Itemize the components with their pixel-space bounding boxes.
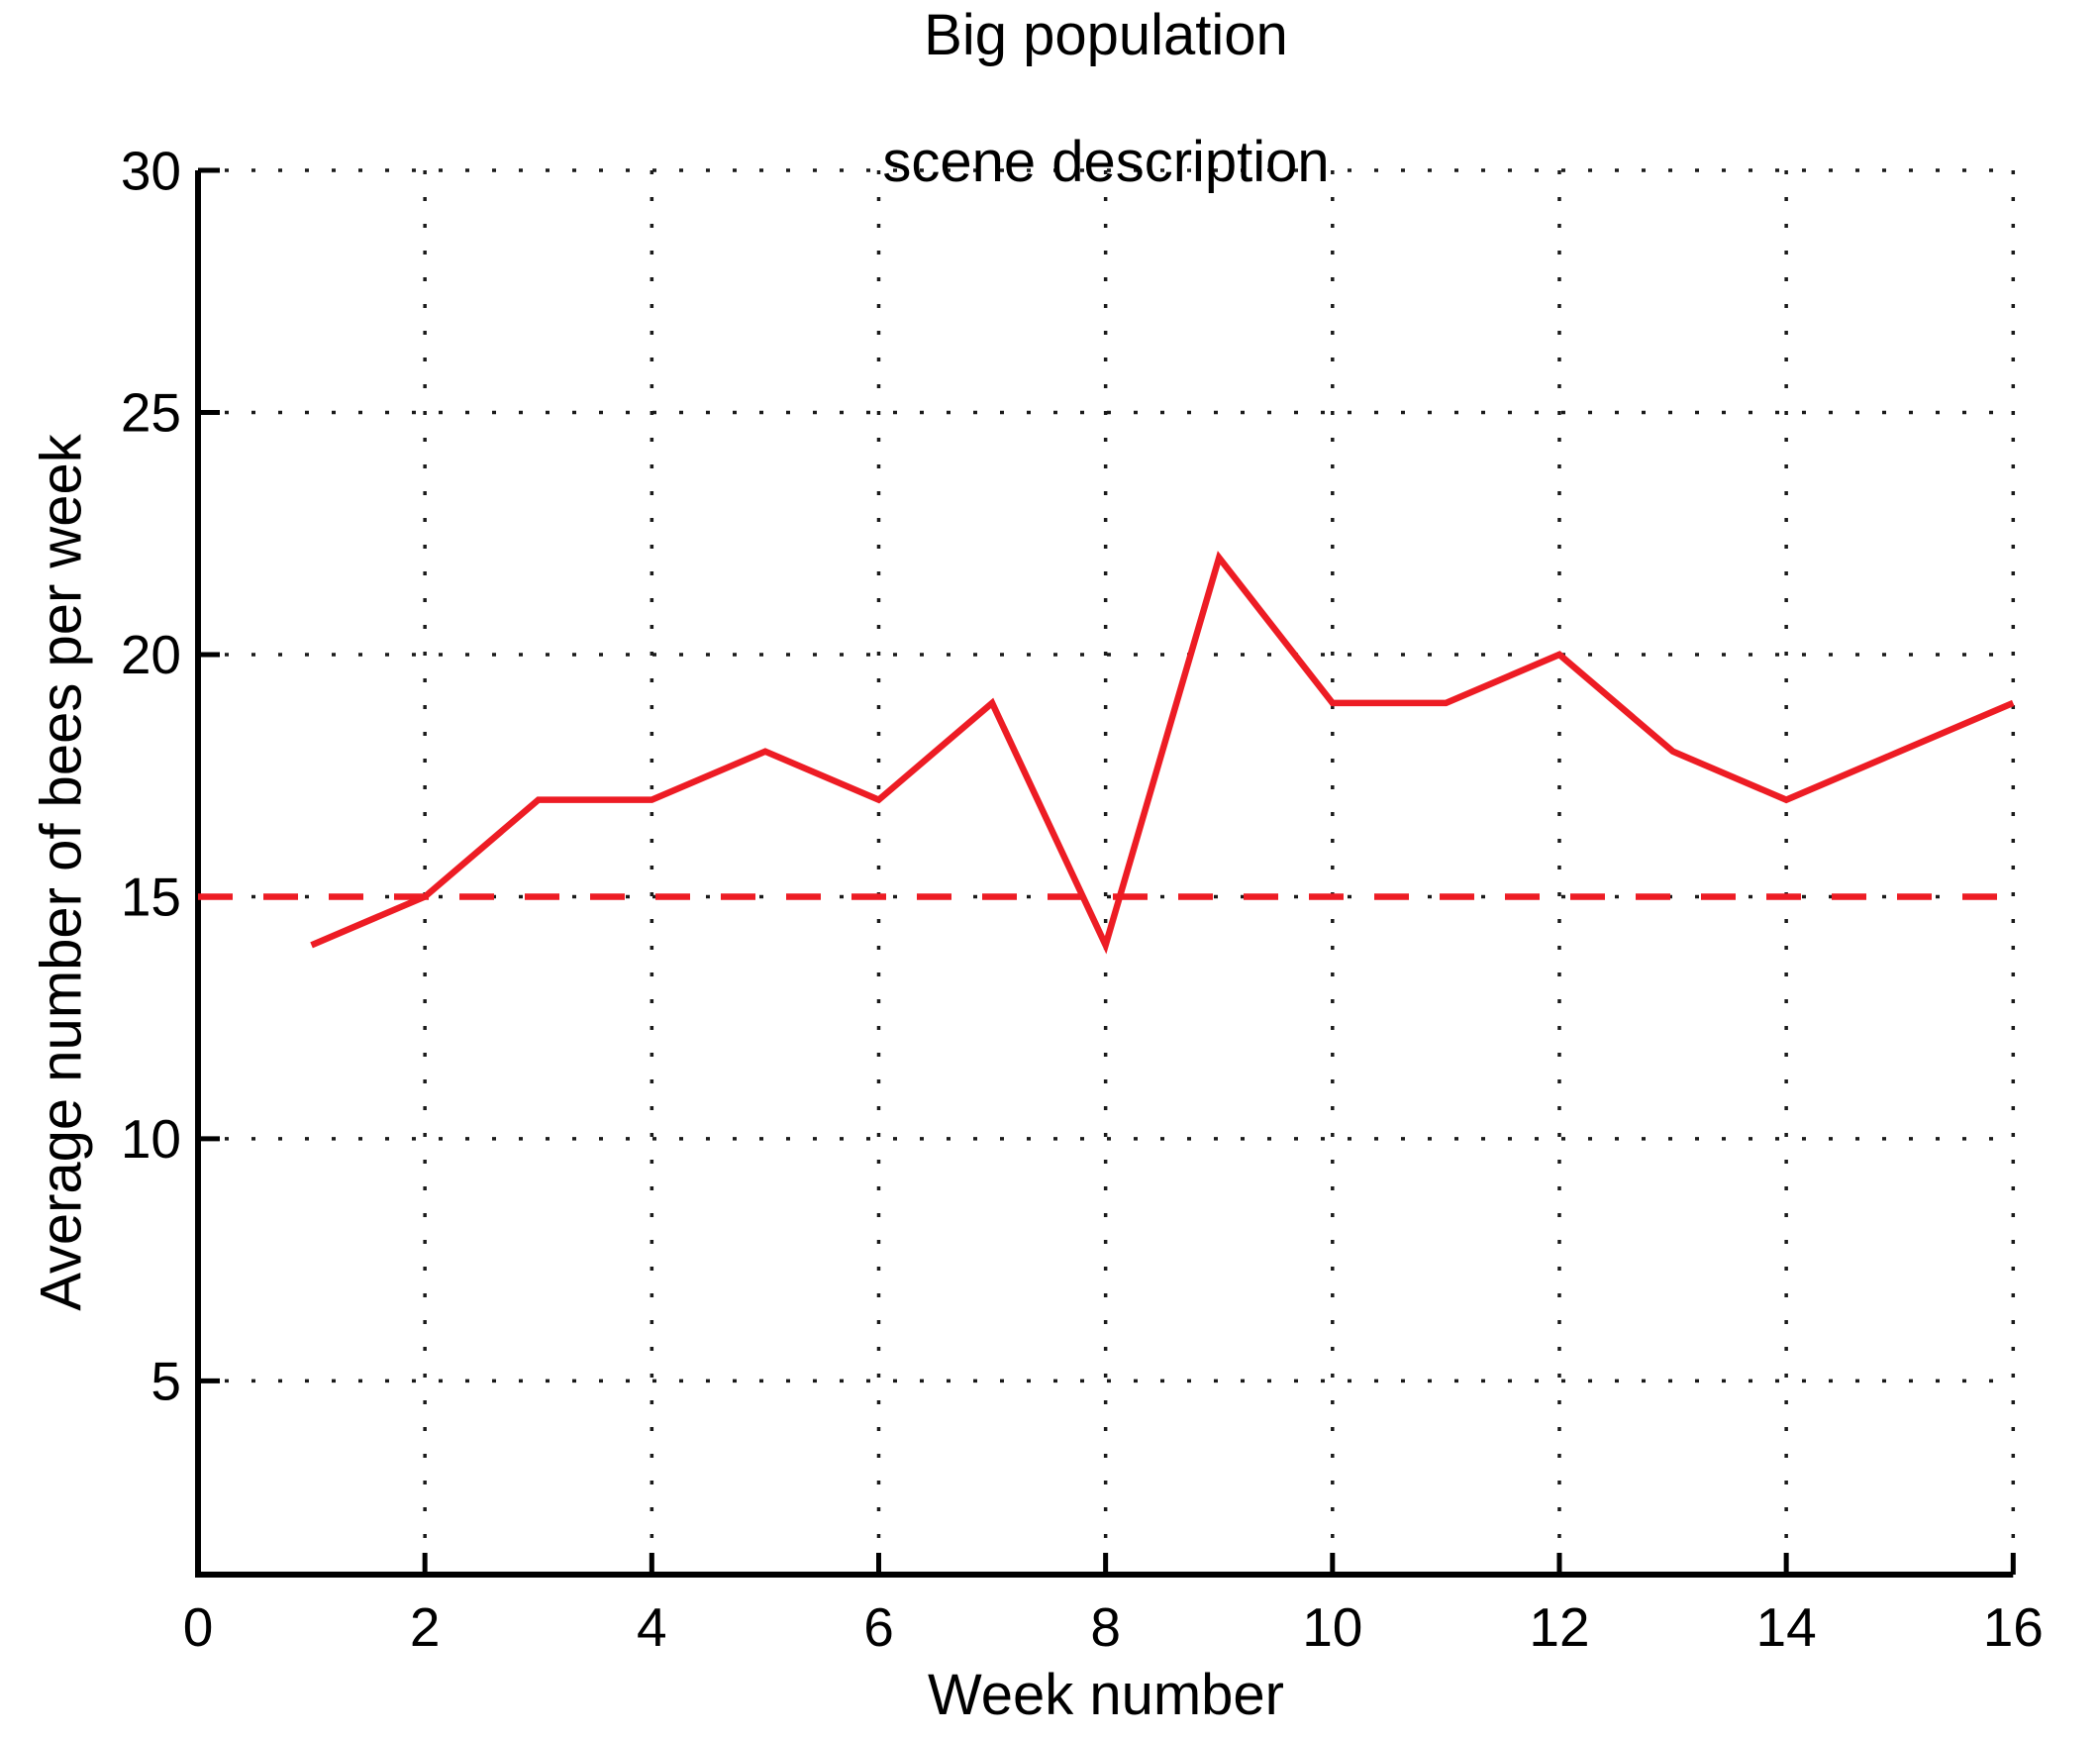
x-tick-label: 12 xyxy=(1529,1596,1589,1658)
data-line xyxy=(310,551,2015,955)
x-tick-label: 2 xyxy=(410,1596,441,1658)
y-tick-label: 15 xyxy=(121,867,181,928)
x-tick-label: 10 xyxy=(1302,1596,1362,1658)
y-tick-label: 20 xyxy=(121,624,181,685)
x-tick-label: 8 xyxy=(1090,1596,1121,1658)
chart-title-line1: Big population xyxy=(924,3,1288,67)
y-tick-label: 5 xyxy=(150,1351,181,1412)
chart-title: Big population scene description xyxy=(198,4,2014,194)
y-tick-label: 25 xyxy=(121,382,181,444)
x-tick-label: 4 xyxy=(637,1596,667,1658)
y-tick-label: 10 xyxy=(121,1108,181,1170)
x-tick-label: 16 xyxy=(1983,1596,2044,1658)
x-tick-label: 14 xyxy=(1756,1596,1817,1658)
y-axis-label: Average number of bees per week xyxy=(29,434,94,1311)
x-tick-label: 0 xyxy=(183,1596,214,1658)
x-tick-label: 6 xyxy=(863,1596,894,1658)
y-tick-label: 30 xyxy=(121,140,181,201)
x-axis-label: Week number xyxy=(928,1663,1284,1727)
chart-title-line2: scene description xyxy=(882,130,1330,194)
